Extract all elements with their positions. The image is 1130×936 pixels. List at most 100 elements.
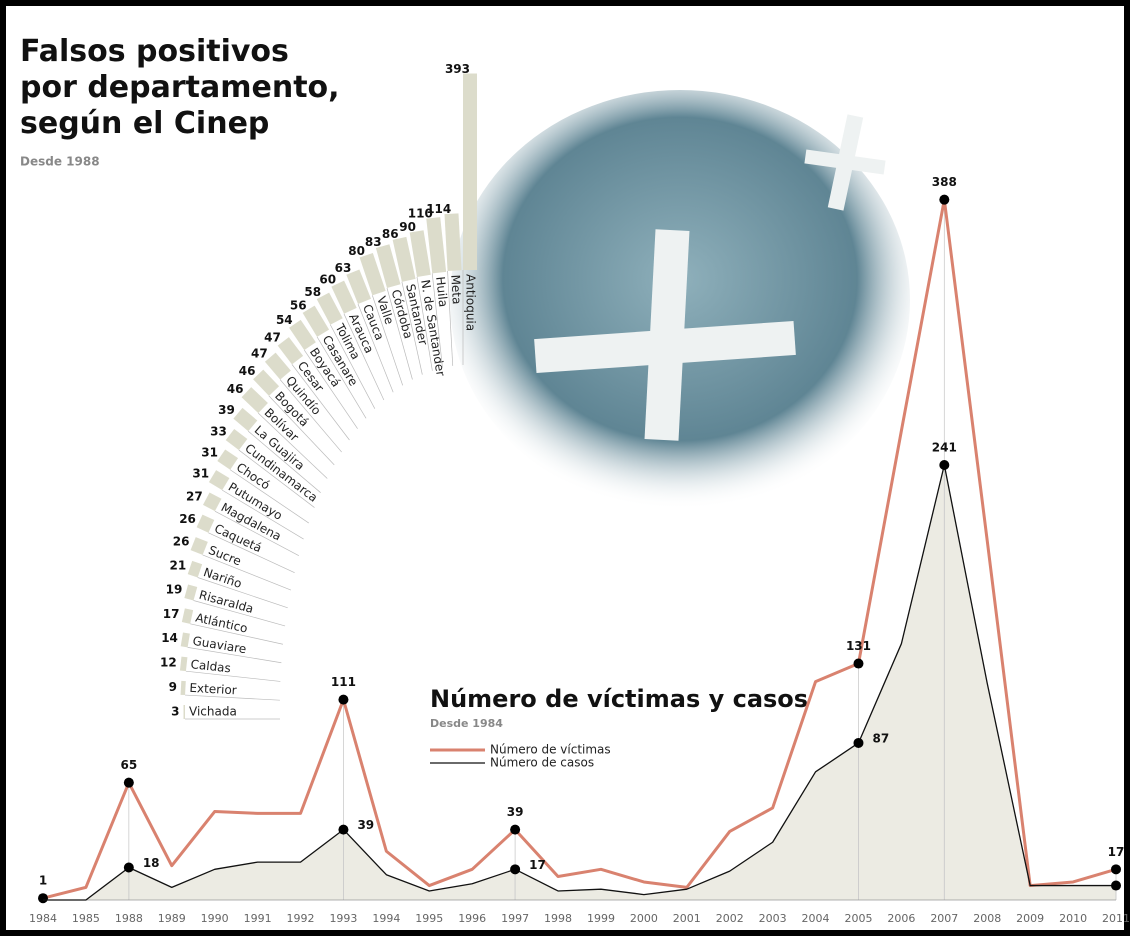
area <box>43 464 1116 900</box>
bar-group: Antioquia 393 <box>445 62 478 365</box>
value-label: 63 <box>335 261 352 275</box>
radial-rule <box>185 694 280 701</box>
series-line <box>42 198 1117 900</box>
category-label: Sucre <box>207 543 244 569</box>
bar <box>346 269 372 304</box>
value-label: 3 <box>171 705 179 719</box>
x-tick-label: 2008 <box>973 912 1001 925</box>
bar <box>316 292 343 325</box>
bar <box>208 470 230 491</box>
value-label: 18 <box>143 856 160 870</box>
bar <box>187 560 203 578</box>
radial-rule <box>208 532 295 573</box>
bar <box>190 537 208 555</box>
x-tick-label: 2001 <box>673 912 701 925</box>
bar <box>181 608 194 624</box>
bar <box>183 705 185 719</box>
value-label: 60 <box>319 272 336 286</box>
radial-rule <box>187 647 282 664</box>
bar <box>375 244 401 288</box>
bar <box>444 213 462 272</box>
value-label: 56 <box>290 298 307 312</box>
data-point <box>853 737 864 748</box>
x-tick-label: 1988 <box>115 912 143 925</box>
x-tick-label: 1999 <box>587 912 615 925</box>
x-tick-label: 2000 <box>630 912 658 925</box>
bar <box>180 632 190 648</box>
bar <box>409 230 431 277</box>
radial-rule <box>229 469 310 524</box>
bar <box>392 236 416 282</box>
value-label: 14 <box>161 631 178 645</box>
data-point <box>123 777 134 788</box>
value-label: 31 <box>192 467 209 481</box>
x-tick-label: 1995 <box>415 912 443 925</box>
x-tick-label: 2010 <box>1059 912 1087 925</box>
bar <box>241 387 268 414</box>
radial-rule <box>190 623 284 645</box>
value-label: 46 <box>227 382 244 396</box>
radial-rule <box>303 349 358 429</box>
x-tick-label: 2005 <box>844 912 872 925</box>
category-label: Atlántico <box>194 611 249 636</box>
value-label: 33 <box>210 425 227 439</box>
radial-rule <box>316 336 367 419</box>
bar <box>233 407 258 432</box>
x-tick-label: 2009 <box>1016 912 1044 925</box>
value-label: 114 <box>426 202 451 216</box>
bar <box>196 514 215 533</box>
category-label: Exterior <box>189 681 237 698</box>
value-label: 90 <box>399 220 416 234</box>
x-tick-label: 1984 <box>29 912 57 925</box>
category-label: Caldas <box>190 657 232 675</box>
bar-group: Caldas 12 <box>160 656 281 682</box>
data-point <box>510 864 521 875</box>
category-label: Antioquia <box>464 274 478 331</box>
value-label: 65 <box>120 758 137 772</box>
x-tick-label: 1989 <box>158 912 186 925</box>
value-label: 39 <box>218 403 235 417</box>
chart-subtitle: Desde 1984 <box>430 717 503 730</box>
bar-group: Exterior 9 <box>169 680 280 701</box>
radial-rule <box>343 313 385 401</box>
value-label: 47 <box>264 331 281 345</box>
legend-label: Número de víctimas <box>490 743 611 757</box>
value-label: 12 <box>160 656 177 670</box>
value-label: 54 <box>276 313 293 327</box>
x-tick-label: 2003 <box>759 912 787 925</box>
bar <box>331 280 357 314</box>
data-point <box>510 824 521 835</box>
value-label: 17 <box>529 858 546 872</box>
category-label: Huila <box>433 276 450 308</box>
value-label: 86 <box>382 227 399 241</box>
bar-group: Meta 114 <box>426 202 464 366</box>
radial-rule <box>202 554 292 591</box>
radial-rule <box>416 276 433 371</box>
x-tick-label: 2004 <box>802 912 830 925</box>
radial-rule <box>197 577 288 609</box>
x-tick-label: 1998 <box>544 912 572 925</box>
bar-group: Vichada 3 <box>171 705 280 720</box>
radial-rule <box>330 324 376 409</box>
radial-rule <box>258 412 328 479</box>
value-label: 39 <box>357 818 374 832</box>
bar <box>225 428 248 451</box>
bar <box>253 369 280 396</box>
bar <box>277 337 304 365</box>
x-tick-label: 1992 <box>287 912 315 925</box>
value-label: 241 <box>932 440 957 454</box>
radial-rule <box>386 287 413 380</box>
chart-title: Falsos positivos por departamento, según e… <box>20 34 340 141</box>
value-label: 19 <box>166 583 183 597</box>
legend-label: Número de casos <box>490 756 594 770</box>
bar <box>184 584 198 601</box>
bar <box>359 252 386 296</box>
category-label: Meta <box>448 274 464 305</box>
value-label: 83 <box>365 235 382 249</box>
value-label: 27 <box>186 489 203 503</box>
x-tick-label: 1993 <box>329 912 357 925</box>
